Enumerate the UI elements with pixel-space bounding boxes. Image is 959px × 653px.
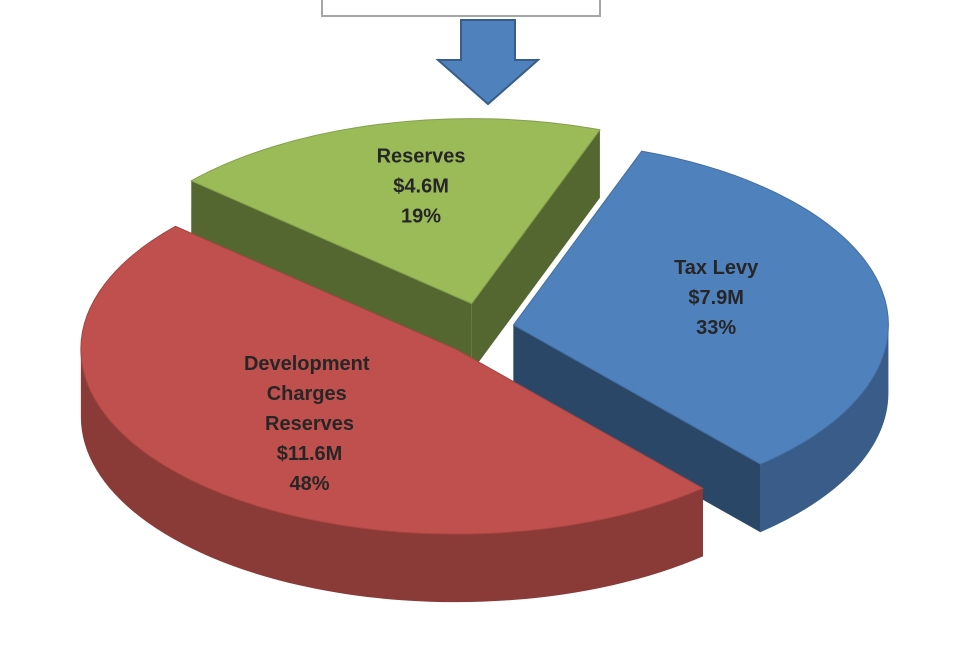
slice-label: Development Charges Reserves — [244, 353, 375, 435]
amount-label: $4.6M — [393, 175, 449, 197]
slice — [190, 118, 601, 305]
value-label: 48% — [290, 473, 330, 495]
slice: Development Charges Reserves $11.6M 48% — [80, 225, 705, 603]
slice-label-line: Development — [244, 353, 375, 375]
amount-label: $7.9M — [688, 287, 744, 309]
slice-label-line: Tax Levy — [674, 257, 759, 279]
amount-label: $11.6M — [277, 443, 343, 465]
value-label: 19% — [401, 205, 441, 227]
slice-wall — [471, 129, 600, 372]
slice-label-line: Reserves — [377, 145, 466, 167]
slice-label: Reserves — [377, 145, 466, 167]
slice-side — [80, 349, 703, 603]
value-label: 33% — [696, 317, 736, 339]
slice: Reserves $4.6M 19% — [190, 118, 601, 372]
slice-label-line: Reserves — [265, 413, 354, 435]
arrow — [435, 19, 541, 106]
slice — [80, 225, 705, 535]
slice — [512, 150, 889, 465]
slice-label: Tax Levy — [674, 257, 759, 279]
slice: Tax Levy $7.9M 33% — [512, 150, 889, 533]
slice-wall — [191, 180, 472, 372]
header-box — [321, 0, 601, 17]
slice-label-line: Charges — [267, 383, 353, 405]
slice-wall — [513, 324, 761, 533]
